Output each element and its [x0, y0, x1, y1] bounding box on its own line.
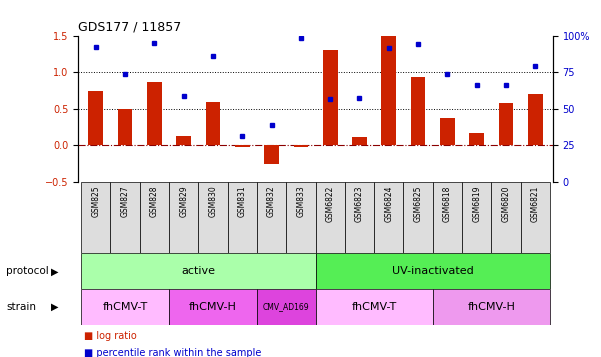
Bar — [352, 137, 367, 145]
Bar — [81, 289, 169, 325]
Bar — [257, 289, 316, 325]
Bar — [374, 182, 403, 253]
Bar — [528, 94, 543, 145]
Text: CMV_AD169: CMV_AD169 — [263, 302, 310, 312]
Text: strain: strain — [6, 302, 36, 312]
Text: GSM831: GSM831 — [238, 186, 247, 217]
Text: ■ log ratio: ■ log ratio — [84, 331, 137, 341]
Bar — [88, 91, 103, 145]
Text: GSM825: GSM825 — [91, 186, 100, 217]
Text: ▶: ▶ — [51, 266, 58, 276]
Bar — [382, 36, 396, 145]
Text: GSM829: GSM829 — [179, 186, 188, 217]
Text: protocol: protocol — [6, 266, 49, 276]
Text: fhCMV-H: fhCMV-H — [189, 302, 237, 312]
Bar — [293, 145, 308, 147]
Bar — [139, 182, 169, 253]
Text: GSM833: GSM833 — [296, 186, 305, 217]
Bar — [316, 253, 550, 289]
Bar — [520, 182, 550, 253]
Text: ▶: ▶ — [51, 302, 58, 312]
Text: GSM6818: GSM6818 — [443, 186, 452, 222]
Text: GSM6823: GSM6823 — [355, 186, 364, 222]
Bar — [499, 103, 513, 145]
Bar — [81, 182, 111, 253]
Text: fhCMV-T: fhCMV-T — [352, 302, 397, 312]
Text: GSM832: GSM832 — [267, 186, 276, 217]
Bar — [345, 182, 374, 253]
Text: fhCMV-H: fhCMV-H — [468, 302, 515, 312]
Bar — [462, 182, 492, 253]
Bar — [111, 182, 139, 253]
Bar — [169, 182, 198, 253]
Bar — [469, 133, 484, 145]
Text: ■ percentile rank within the sample: ■ percentile rank within the sample — [84, 348, 261, 357]
Bar — [492, 182, 520, 253]
Text: GSM830: GSM830 — [209, 186, 218, 217]
Bar — [316, 289, 433, 325]
Text: GSM6821: GSM6821 — [531, 186, 540, 222]
Text: active: active — [182, 266, 215, 276]
Text: GSM6825: GSM6825 — [413, 186, 423, 222]
Text: GSM6819: GSM6819 — [472, 186, 481, 222]
Text: GSM827: GSM827 — [121, 186, 130, 217]
Bar — [147, 82, 162, 145]
Bar — [410, 77, 426, 145]
Bar — [176, 136, 191, 145]
Bar — [286, 182, 316, 253]
Bar — [198, 182, 228, 253]
Bar — [206, 101, 221, 145]
Text: GSM6822: GSM6822 — [326, 186, 335, 222]
Text: UV-inactivated: UV-inactivated — [392, 266, 474, 276]
Bar — [433, 182, 462, 253]
Bar — [323, 50, 338, 145]
Bar — [235, 145, 249, 147]
Text: GDS177 / 11857: GDS177 / 11857 — [78, 20, 182, 33]
Text: GSM6820: GSM6820 — [501, 186, 510, 222]
Bar — [403, 182, 433, 253]
Bar — [257, 182, 286, 253]
Text: fhCMV-T: fhCMV-T — [102, 302, 148, 312]
Text: GSM6824: GSM6824 — [384, 186, 393, 222]
Bar — [316, 182, 345, 253]
Bar — [228, 182, 257, 253]
Bar — [81, 253, 316, 289]
Text: GSM828: GSM828 — [150, 186, 159, 217]
Bar — [118, 109, 132, 145]
Bar — [440, 119, 455, 145]
Bar — [169, 289, 257, 325]
Bar — [433, 289, 550, 325]
Bar — [264, 145, 279, 164]
